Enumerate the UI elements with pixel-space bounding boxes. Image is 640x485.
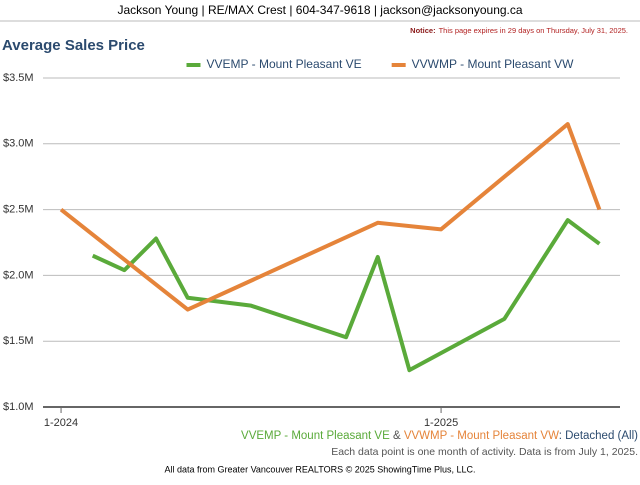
footnote-suffix: : Detached (All) <box>559 430 638 442</box>
footer: All data from Greater Vancouver REALTORS… <box>165 464 476 474</box>
series-line <box>91 218 601 373</box>
legend-label: VVEMP - Mount Pleasant VE <box>206 57 361 71</box>
footnote-series-2: VVWMP - Mount Pleasant VW <box>404 430 559 442</box>
y-tick-label: $3.0M <box>3 138 34 150</box>
y-tick-label: $1.5M <box>3 335 34 347</box>
footnote-series-1: VVEMP - Mount Pleasant VE <box>241 430 390 442</box>
y-tick-label: $2.0M <box>3 269 34 281</box>
footnote-joiner: & <box>390 430 404 442</box>
y-tick-label: $3.5M <box>3 72 34 84</box>
x-tick-label: 1-2025 <box>424 417 458 429</box>
footnote-series: VVEMP - Mount Pleasant VE & VVWMP - Moun… <box>241 430 638 442</box>
legend-item: VVWMP - Mount Pleasant VW <box>391 57 575 71</box>
y-tick-label: $2.5M <box>3 204 34 216</box>
header-contact: Jackson Young | RE/MAX Crest | 604-347-9… <box>117 3 522 17</box>
legend: VVEMP - Mount Pleasant VE VVWMP - Mount P… <box>186 57 574 71</box>
legend-label: VVWMP - Mount Pleasant VW <box>412 57 575 71</box>
notice: Notice: This page expires in 29 days on T… <box>410 26 628 35</box>
plot: $1.0M $1.5M $2.0M $2.5M $3.0M $3.5M 1-2024 1-20… <box>3 72 620 429</box>
notice-label: Notice: <box>410 26 435 35</box>
notice-text: This page expires in 29 days on Thursday… <box>439 26 628 35</box>
legend-item: VVEMP - Mount Pleasant VE <box>186 57 362 71</box>
series-line <box>59 122 602 312</box>
y-tick-label: $1.0M <box>3 401 34 413</box>
chart-title: Average Sales Price <box>2 37 145 54</box>
footnote-note: Each data point is one month of activity… <box>331 446 638 458</box>
x-tick-label: 1-2024 <box>44 417 78 429</box>
